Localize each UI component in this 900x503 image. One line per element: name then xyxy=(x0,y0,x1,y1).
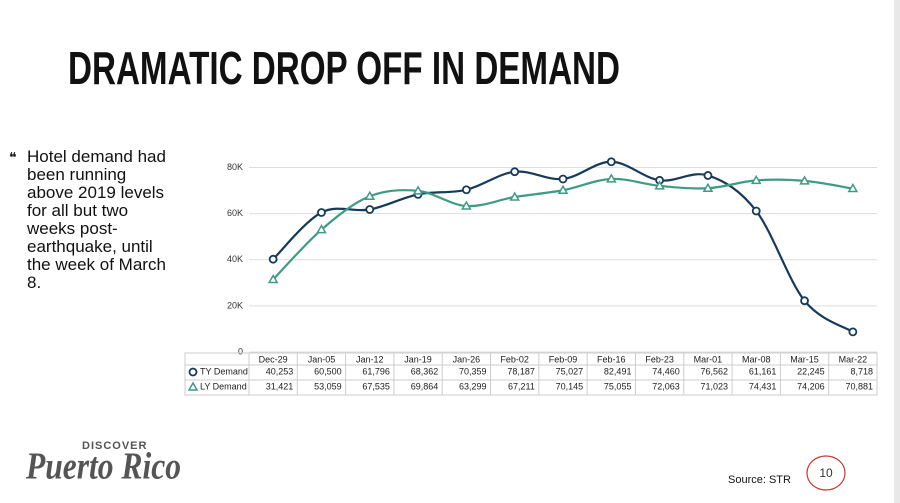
source: Source: STR xyxy=(728,474,791,486)
table-cell: 70,881 xyxy=(845,381,873,391)
point xyxy=(509,191,520,201)
bullet-text: ❝ Hotel demand had been running above 201… xyxy=(9,147,177,292)
table-cell: 67,535 xyxy=(362,381,390,391)
x-tick-label: Dec-29 xyxy=(259,354,288,364)
table-cell: 70,145 xyxy=(556,381,584,391)
x-tick-label: Feb-02 xyxy=(500,354,529,364)
table-cell: 75,027 xyxy=(556,366,584,376)
point xyxy=(267,274,279,284)
table-cell: 68,362 xyxy=(411,366,439,376)
table-cell: 78,187 xyxy=(507,366,535,376)
table-cell: 22,245 xyxy=(797,366,825,376)
legend-label: TY Demand xyxy=(200,366,248,376)
table-cell: 74,206 xyxy=(797,381,825,391)
legend-marker xyxy=(188,367,198,377)
x-tick-label: Mar-22 xyxy=(839,354,868,364)
page-circle xyxy=(806,455,846,491)
x-tick-label: Jan-26 xyxy=(453,354,481,364)
point xyxy=(750,174,762,185)
edge xyxy=(894,0,900,503)
x-tick-label: Mar-15 xyxy=(790,354,819,364)
x-tick-label: Jan-12 xyxy=(356,354,384,364)
point xyxy=(461,200,472,210)
table-cell: 31,421 xyxy=(266,381,294,391)
point xyxy=(606,157,616,167)
point xyxy=(702,182,714,192)
table-cell: 72,063 xyxy=(652,381,680,391)
point xyxy=(847,183,859,193)
x-tick-label: Jan-19 xyxy=(404,354,432,364)
x-tick-label: Mar-01 xyxy=(694,354,723,364)
y-tick-label: 0 xyxy=(238,346,243,356)
point xyxy=(365,205,375,214)
y-tick-label: 40K xyxy=(227,254,243,264)
table-cell: 8,718 xyxy=(850,366,873,376)
legend-label: LY Demand xyxy=(200,381,247,391)
point xyxy=(412,185,424,195)
point xyxy=(799,175,810,185)
y-tick-label: 80K xyxy=(227,162,243,172)
table-cell: 82,491 xyxy=(604,366,632,376)
table-cell: 76,562 xyxy=(701,366,729,376)
table-cell: 60,500 xyxy=(314,366,342,376)
point xyxy=(364,190,376,201)
y-tick-label: 20K xyxy=(227,300,243,310)
x-tick-label: Feb-09 xyxy=(549,354,578,364)
logo-name: Puerto Rico xyxy=(25,446,181,488)
table-cell: 40,253 xyxy=(266,366,294,376)
bullet-body: Hotel demand had been running above 2019… xyxy=(27,147,166,292)
bullet-icon: ❝ xyxy=(9,149,17,165)
point xyxy=(316,224,327,234)
point xyxy=(558,174,568,184)
x-tick-label: Feb-16 xyxy=(597,354,626,364)
x-tick-label: Mar-08 xyxy=(742,354,771,364)
page-number: 10 xyxy=(819,466,833,480)
table-cell: 75,055 xyxy=(604,381,632,391)
x-tick-label: Feb-23 xyxy=(645,354,674,364)
point xyxy=(268,254,278,264)
table-cell: 63,299 xyxy=(459,381,487,391)
table-cell: 53,059 xyxy=(314,381,342,391)
table-cell: 69,864 xyxy=(411,381,439,391)
point xyxy=(461,185,471,195)
table-cell: 70,359 xyxy=(459,366,487,376)
point xyxy=(703,171,713,180)
point xyxy=(317,208,326,217)
x-tick-label: Jan-05 xyxy=(308,354,336,364)
table-cell: 61,796 xyxy=(362,366,390,376)
legend-marker xyxy=(187,381,199,391)
table-cell: 67,211 xyxy=(508,381,535,391)
point xyxy=(606,173,617,183)
table-cell: 61,161 xyxy=(749,366,777,376)
point xyxy=(800,296,809,306)
table-cell: 71,023 xyxy=(701,381,729,391)
point xyxy=(848,327,858,337)
logo-top: DISCOVER xyxy=(82,440,147,452)
table-cell: 74,460 xyxy=(652,366,680,376)
point xyxy=(751,206,761,216)
point xyxy=(557,184,569,195)
point xyxy=(654,180,665,190)
point xyxy=(510,167,520,177)
slide-title: DRAMATIC DROP OFF IN DEMAND xyxy=(68,42,620,94)
table-cell: 74,431 xyxy=(749,381,777,391)
y-tick-label: 60K xyxy=(227,208,243,218)
